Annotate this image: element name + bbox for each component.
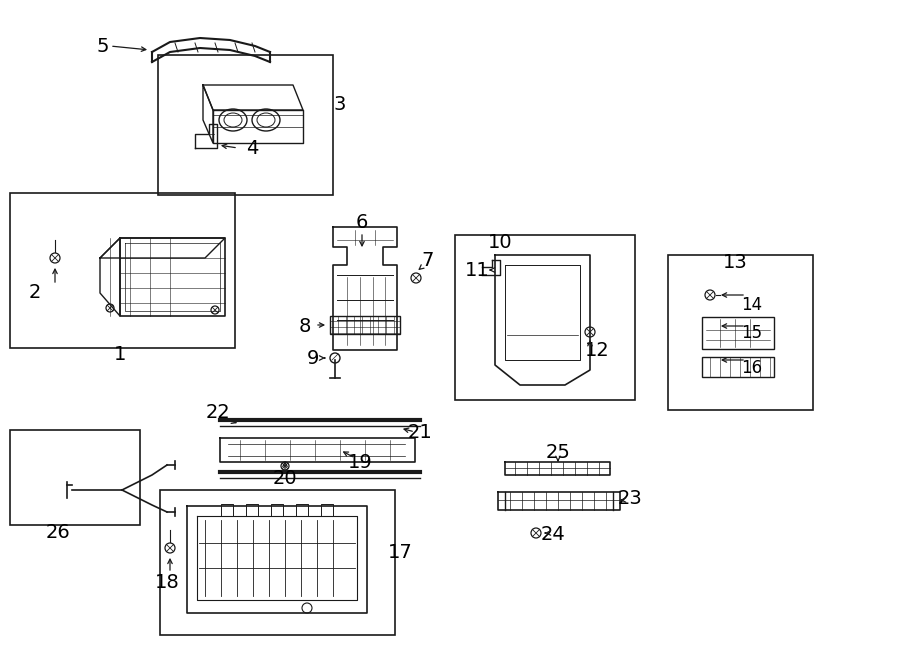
Text: 25: 25: [545, 444, 571, 463]
Text: 13: 13: [723, 254, 747, 272]
Text: 3: 3: [334, 95, 346, 114]
Text: 24: 24: [541, 525, 565, 545]
Text: 18: 18: [155, 572, 179, 592]
Text: 20: 20: [273, 469, 297, 488]
Text: 5: 5: [97, 36, 109, 56]
Text: 10: 10: [488, 233, 512, 253]
Text: 19: 19: [347, 453, 373, 473]
Bar: [160, 490, 395, 635]
Text: 26: 26: [46, 524, 70, 543]
Text: 11: 11: [464, 260, 490, 280]
Text: 8: 8: [299, 317, 311, 336]
Text: 22: 22: [205, 403, 230, 422]
Text: 7: 7: [422, 251, 434, 270]
Text: 6: 6: [356, 212, 368, 231]
Text: 16: 16: [742, 359, 762, 377]
Text: 23: 23: [617, 488, 643, 508]
Bar: [158, 55, 333, 195]
Text: 4: 4: [246, 139, 258, 157]
Bar: [702, 357, 774, 377]
Text: 12: 12: [585, 340, 609, 360]
Text: 14: 14: [742, 296, 762, 314]
Bar: [702, 317, 774, 349]
Text: 1: 1: [113, 346, 126, 364]
Text: 21: 21: [408, 422, 432, 442]
Text: 15: 15: [742, 324, 762, 342]
Bar: [10, 193, 235, 348]
Bar: [10, 430, 140, 525]
Bar: [668, 255, 813, 410]
Bar: [330, 316, 400, 334]
Text: 17: 17: [388, 543, 412, 563]
Text: 2: 2: [29, 284, 41, 303]
Text: 9: 9: [307, 348, 320, 368]
Bar: [455, 235, 635, 400]
